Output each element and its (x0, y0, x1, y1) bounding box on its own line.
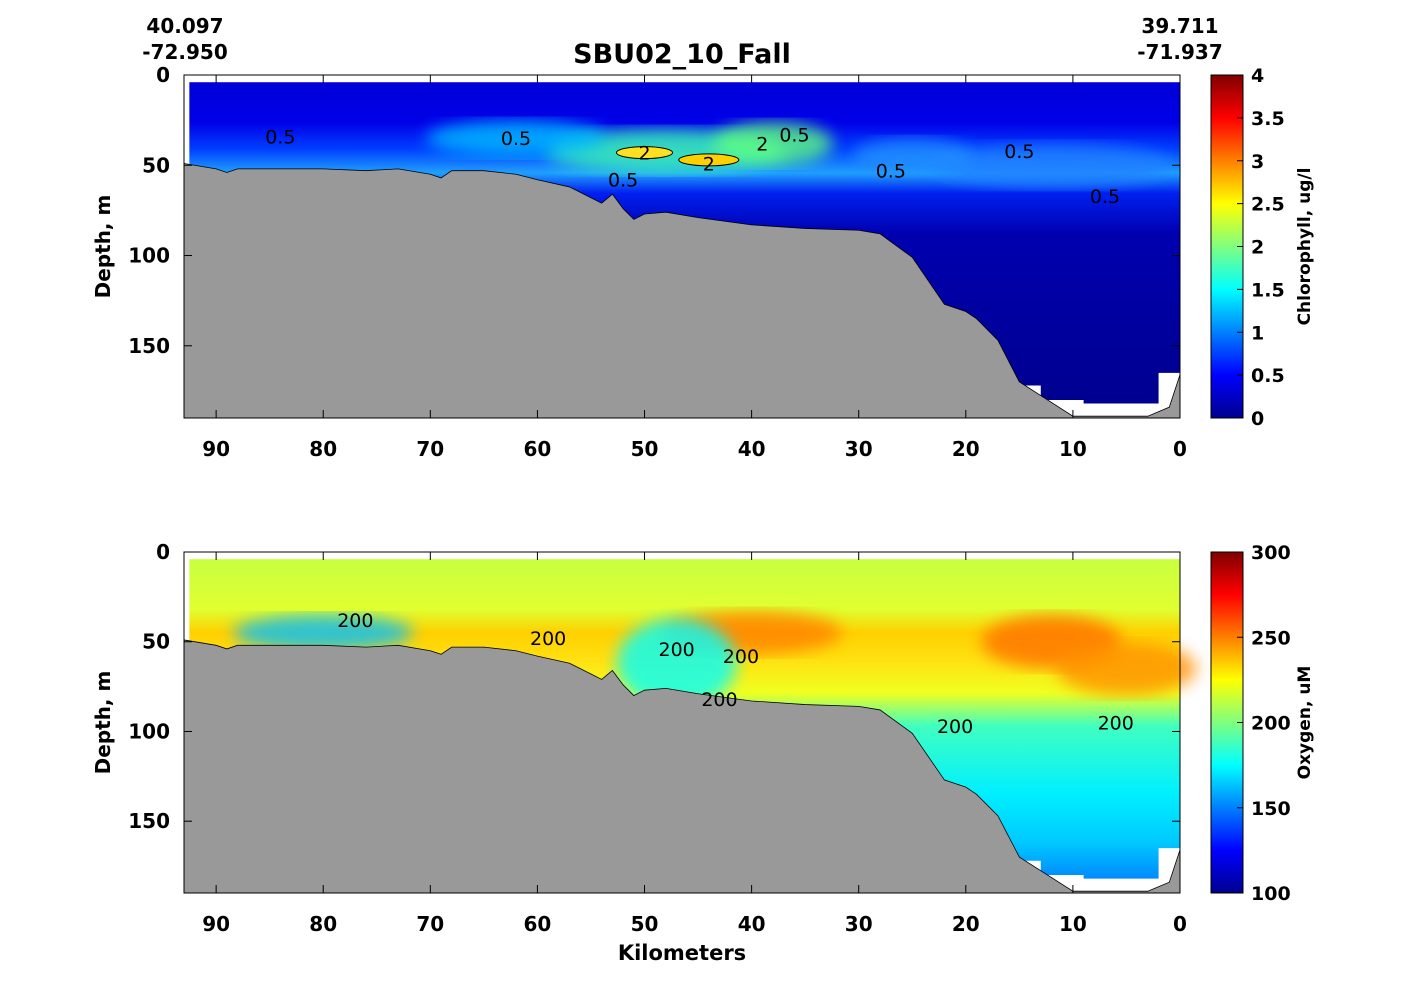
contour-label: 200 (701, 689, 737, 711)
y-tick-label: 150 (128, 809, 170, 833)
data-patch (852, 138, 973, 175)
colorbar-tick-label: 4 (1251, 65, 1264, 87)
x-tick-label: 30 (845, 437, 873, 461)
colorbar-tick-label: 250 (1251, 627, 1291, 649)
no-data-area (1019, 848, 1180, 893)
no-data-area (1019, 372, 1180, 418)
contour-label: 0.5 (608, 170, 638, 192)
y-tick-label: 50 (142, 630, 170, 654)
y-tick-label: 100 (128, 244, 170, 268)
colorbar-tick-label: 150 (1251, 798, 1291, 820)
contour-label: 200 (337, 610, 373, 632)
colorbar-tick-label: 100 (1251, 883, 1291, 905)
axes-frame (183, 551, 1181, 894)
x-tick-label: 80 (309, 437, 337, 461)
x-tick-label: 70 (416, 437, 444, 461)
x-tick-label: 40 (738, 912, 766, 936)
seafloor-bathymetry (183, 162, 1181, 419)
colorbar-tick-label: 200 (1251, 713, 1291, 735)
x-tick-label: 0 (1173, 912, 1187, 936)
x-tick-label: 40 (738, 437, 766, 461)
y-tick-label: 100 (128, 719, 170, 743)
contour-label: 2 (756, 134, 768, 156)
colorbar-tick-label: 1 (1251, 322, 1264, 344)
data-patch (713, 122, 834, 166)
colorbar-tick-label: 0.5 (1251, 365, 1285, 387)
y-axis-label: Depth, m (91, 195, 115, 299)
colorbar-label: Oxygen, uM (1295, 666, 1315, 780)
contour-label: 0.5 (265, 126, 295, 148)
colorbar-tick-label: 1.5 (1251, 279, 1285, 301)
start-longitude: -72.950 (142, 40, 227, 64)
colorbar-label: Chlorophyll, ug/l (1295, 168, 1315, 326)
x-tick-label: 60 (523, 437, 551, 461)
data-patch (1056, 641, 1197, 696)
x-axis-label: Kilometers (618, 941, 746, 965)
y-axis-label: Depth, m (91, 671, 115, 775)
data-patch (426, 120, 606, 157)
x-tick-label: 10 (1059, 912, 1087, 936)
x-tick-label: 50 (631, 912, 659, 936)
x-tick-label: 50 (631, 437, 659, 461)
x-tick-label: 70 (416, 912, 444, 936)
data-patch (233, 614, 414, 651)
colorbar-tick-label: 2.5 (1251, 194, 1285, 216)
contour-label: 200 (659, 639, 695, 661)
x-tick-label: 20 (952, 437, 980, 461)
y-tick-label: 0 (156, 63, 170, 87)
end-longitude: -71.937 (1137, 40, 1222, 64)
contour-label: 0.5 (1004, 141, 1034, 163)
colorbar-tick-label: 300 (1251, 542, 1291, 564)
end-latitude: 39.711 (1141, 14, 1218, 38)
colorbar-tick-label: 0 (1251, 408, 1264, 430)
contour-label: 2 (638, 143, 650, 165)
data-patch (616, 618, 737, 709)
contour-label: 0.5 (876, 161, 906, 183)
x-tick-label: 80 (309, 912, 337, 936)
contour-label: 200 (1098, 713, 1134, 735)
data-patch (931, 143, 1172, 187)
contour-region (616, 146, 674, 160)
colorbar-tick-label: 2 (1251, 237, 1264, 259)
x-tick-label: 0 (1173, 437, 1187, 461)
y-tick-label: 50 (142, 153, 170, 177)
x-tick-label: 10 (1059, 437, 1087, 461)
y-tick-label: 0 (156, 540, 170, 564)
chart-title: SBU02_10_Fall (573, 39, 791, 70)
y-tick-label: 150 (128, 334, 170, 358)
colorbar-tick-label: 3 (1251, 151, 1264, 173)
contour-label: 200 (723, 646, 759, 668)
axes-frame (183, 74, 1181, 419)
contour-label: 200 (937, 716, 973, 738)
x-tick-label: 30 (845, 912, 873, 936)
contour-label: 2 (703, 153, 715, 175)
x-tick-label: 20 (952, 912, 980, 936)
colorbar-tick-label: 3.5 (1251, 108, 1285, 130)
start-latitude: 40.097 (146, 14, 223, 38)
contour-region (678, 153, 740, 167)
x-tick-label: 60 (523, 912, 551, 936)
contour-label: 0.5 (779, 125, 809, 147)
contour-label: 0.5 (501, 128, 531, 150)
seafloor-bathymetry (183, 639, 1181, 894)
x-tick-label: 90 (202, 912, 230, 936)
contour-label: 0.5 (1090, 186, 1120, 208)
contour-label: 200 (530, 628, 566, 650)
x-tick-label: 90 (202, 437, 230, 461)
